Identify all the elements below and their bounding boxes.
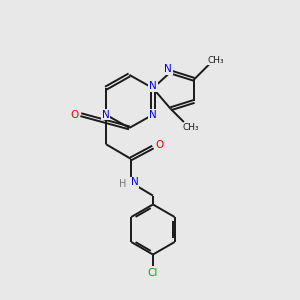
Text: N: N [130,177,138,188]
Text: CH₃: CH₃ [208,56,225,65]
Text: H: H [119,179,126,189]
Text: O: O [155,140,164,150]
Text: N: N [102,110,110,120]
Text: Cl: Cl [148,268,158,278]
Text: O: O [70,110,79,120]
Text: N: N [149,81,157,91]
Text: N: N [149,110,157,120]
Text: N: N [164,64,172,74]
Text: CH₃: CH₃ [183,123,200,132]
